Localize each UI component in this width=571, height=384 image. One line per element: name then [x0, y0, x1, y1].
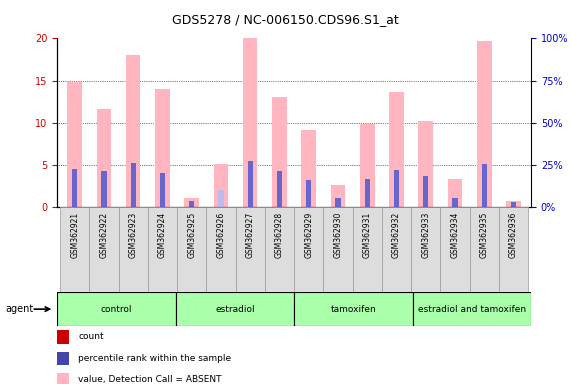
- Bar: [57, 373, 69, 384]
- Text: GDS5278 / NC-006150.CDS96.S1_at: GDS5278 / NC-006150.CDS96.S1_at: [172, 13, 399, 26]
- Bar: [214, 164, 228, 207]
- Text: GSM362933: GSM362933: [421, 212, 430, 258]
- Text: GSM362931: GSM362931: [363, 212, 372, 258]
- Bar: [506, 200, 521, 207]
- FancyBboxPatch shape: [294, 292, 412, 326]
- FancyBboxPatch shape: [176, 292, 294, 326]
- Bar: [101, 171, 107, 207]
- Bar: [481, 164, 487, 207]
- Bar: [331, 185, 345, 207]
- FancyBboxPatch shape: [148, 207, 177, 292]
- FancyBboxPatch shape: [265, 207, 294, 292]
- Text: GSM362924: GSM362924: [158, 212, 167, 258]
- Bar: [452, 198, 457, 207]
- Bar: [218, 190, 224, 207]
- FancyBboxPatch shape: [411, 207, 440, 292]
- Text: GSM362928: GSM362928: [275, 212, 284, 258]
- Bar: [96, 109, 111, 207]
- FancyBboxPatch shape: [412, 292, 531, 326]
- Bar: [306, 180, 311, 207]
- Bar: [272, 97, 287, 207]
- Bar: [477, 41, 492, 207]
- Text: GSM362923: GSM362923: [128, 212, 138, 258]
- Text: estradiol and tamoxifen: estradiol and tamoxifen: [418, 305, 526, 314]
- Text: estradiol: estradiol: [215, 305, 255, 314]
- FancyBboxPatch shape: [469, 207, 499, 292]
- Bar: [189, 202, 194, 207]
- Bar: [184, 198, 199, 207]
- Bar: [301, 130, 316, 207]
- FancyBboxPatch shape: [119, 207, 148, 292]
- FancyBboxPatch shape: [294, 207, 323, 292]
- FancyBboxPatch shape: [499, 207, 528, 292]
- Bar: [448, 179, 463, 207]
- FancyBboxPatch shape: [440, 207, 469, 292]
- Text: GSM362922: GSM362922: [99, 212, 108, 258]
- Text: GSM362935: GSM362935: [480, 212, 489, 258]
- FancyBboxPatch shape: [382, 207, 411, 292]
- Text: GSM362929: GSM362929: [304, 212, 313, 258]
- Text: GSM362932: GSM362932: [392, 212, 401, 258]
- Text: GSM362926: GSM362926: [216, 212, 226, 258]
- Bar: [155, 89, 170, 207]
- Bar: [277, 171, 282, 207]
- Text: tamoxifen: tamoxifen: [331, 305, 376, 314]
- Bar: [423, 176, 428, 207]
- FancyBboxPatch shape: [57, 292, 176, 326]
- Text: GSM362927: GSM362927: [246, 212, 255, 258]
- FancyBboxPatch shape: [60, 207, 89, 292]
- Text: agent: agent: [6, 304, 34, 314]
- Bar: [57, 352, 69, 365]
- Bar: [335, 198, 340, 207]
- Bar: [364, 179, 370, 207]
- Text: GSM362930: GSM362930: [333, 212, 343, 258]
- Bar: [511, 202, 516, 207]
- Bar: [248, 161, 253, 207]
- Text: GSM362921: GSM362921: [70, 212, 79, 258]
- FancyBboxPatch shape: [236, 207, 265, 292]
- FancyBboxPatch shape: [352, 207, 382, 292]
- Text: GSM362934: GSM362934: [451, 212, 460, 258]
- FancyBboxPatch shape: [89, 207, 119, 292]
- Bar: [243, 38, 258, 207]
- Bar: [389, 92, 404, 207]
- Bar: [57, 330, 69, 344]
- Text: value, Detection Call = ABSENT: value, Detection Call = ABSENT: [78, 376, 222, 384]
- Bar: [160, 173, 165, 207]
- Text: count: count: [78, 333, 104, 341]
- FancyBboxPatch shape: [177, 207, 206, 292]
- Text: GSM362925: GSM362925: [187, 212, 196, 258]
- Bar: [67, 82, 82, 207]
- Text: GSM362936: GSM362936: [509, 212, 518, 258]
- Bar: [72, 169, 77, 207]
- Text: control: control: [100, 305, 132, 314]
- Bar: [131, 164, 136, 207]
- Bar: [126, 55, 140, 207]
- FancyBboxPatch shape: [323, 207, 352, 292]
- Bar: [360, 124, 375, 207]
- FancyBboxPatch shape: [206, 207, 236, 292]
- Bar: [394, 170, 399, 207]
- Bar: [419, 121, 433, 207]
- Text: percentile rank within the sample: percentile rank within the sample: [78, 354, 232, 363]
